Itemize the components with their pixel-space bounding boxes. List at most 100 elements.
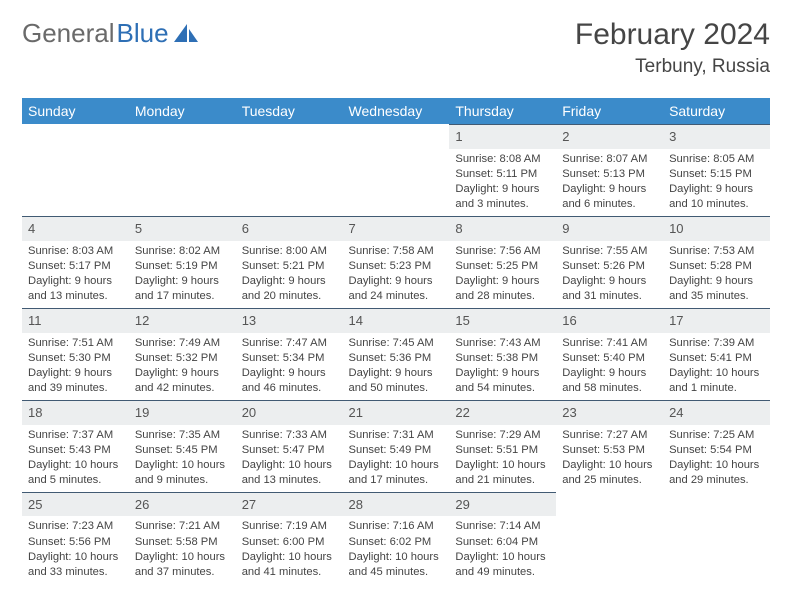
day-cell: 15Sunrise: 7:43 AMSunset: 5:38 PMDayligh… — [449, 308, 556, 400]
day-number: 23 — [556, 400, 663, 425]
day-cell: 2Sunrise: 8:07 AMSunset: 5:13 PMDaylight… — [556, 124, 663, 216]
day-cell: 5Sunrise: 8:02 AMSunset: 5:19 PMDaylight… — [129, 216, 236, 308]
day-details: Sunrise: 7:21 AMSunset: 5:58 PMDaylight:… — [129, 516, 236, 583]
column-header: Wednesday — [343, 98, 450, 124]
day-number: 9 — [556, 216, 663, 241]
day-cell: 13Sunrise: 7:47 AMSunset: 5:34 PMDayligh… — [236, 308, 343, 400]
day-cell — [22, 124, 129, 216]
day-cell: 1Sunrise: 8:08 AMSunset: 5:11 PMDaylight… — [449, 124, 556, 216]
column-header: Tuesday — [236, 98, 343, 124]
day-details: Sunrise: 8:07 AMSunset: 5:13 PMDaylight:… — [556, 149, 663, 216]
day-cell: 6Sunrise: 8:00 AMSunset: 5:21 PMDaylight… — [236, 216, 343, 308]
day-number: 14 — [343, 308, 450, 333]
day-cell: 14Sunrise: 7:45 AMSunset: 5:36 PMDayligh… — [343, 308, 450, 400]
day-details: Sunrise: 7:37 AMSunset: 5:43 PMDaylight:… — [22, 425, 129, 492]
logo: GeneralBlue — [22, 18, 200, 49]
day-number: 2 — [556, 124, 663, 149]
day-number: 28 — [343, 492, 450, 517]
table-row: 25Sunrise: 7:23 AMSunset: 5:56 PMDayligh… — [22, 492, 770, 584]
day-number: 12 — [129, 308, 236, 333]
day-cell: 17Sunrise: 7:39 AMSunset: 5:41 PMDayligh… — [663, 308, 770, 400]
day-cell: 20Sunrise: 7:33 AMSunset: 5:47 PMDayligh… — [236, 400, 343, 492]
day-number: 24 — [663, 400, 770, 425]
day-cell — [129, 124, 236, 216]
day-cell — [236, 124, 343, 216]
day-cell — [343, 124, 450, 216]
page-title: February 2024 — [575, 18, 770, 52]
day-cell: 9Sunrise: 7:55 AMSunset: 5:26 PMDaylight… — [556, 216, 663, 308]
location: Terbuny, Russia — [575, 56, 770, 78]
day-details: Sunrise: 7:31 AMSunset: 5:49 PMDaylight:… — [343, 425, 450, 492]
day-number: 17 — [663, 308, 770, 333]
day-cell: 22Sunrise: 7:29 AMSunset: 5:51 PMDayligh… — [449, 400, 556, 492]
column-header: Sunday — [22, 98, 129, 124]
day-number: 3 — [663, 124, 770, 149]
day-cell: 26Sunrise: 7:21 AMSunset: 5:58 PMDayligh… — [129, 492, 236, 584]
day-details: Sunrise: 8:03 AMSunset: 5:17 PMDaylight:… — [22, 241, 129, 308]
day-number: 20 — [236, 400, 343, 425]
day-details: Sunrise: 7:41 AMSunset: 5:40 PMDaylight:… — [556, 333, 663, 400]
day-cell: 10Sunrise: 7:53 AMSunset: 5:28 PMDayligh… — [663, 216, 770, 308]
day-number: 1 — [449, 124, 556, 149]
day-details: Sunrise: 7:45 AMSunset: 5:36 PMDaylight:… — [343, 333, 450, 400]
day-number: 10 — [663, 216, 770, 241]
day-number: 21 — [343, 400, 450, 425]
day-details: Sunrise: 7:53 AMSunset: 5:28 PMDaylight:… — [663, 241, 770, 308]
day-number: 5 — [129, 216, 236, 241]
day-number: 27 — [236, 492, 343, 517]
day-number: 7 — [343, 216, 450, 241]
day-cell: 8Sunrise: 7:56 AMSunset: 5:25 PMDaylight… — [449, 216, 556, 308]
day-number: 13 — [236, 308, 343, 333]
table-row: 18Sunrise: 7:37 AMSunset: 5:43 PMDayligh… — [22, 400, 770, 492]
day-details: Sunrise: 7:35 AMSunset: 5:45 PMDaylight:… — [129, 425, 236, 492]
day-number: 19 — [129, 400, 236, 425]
day-number: 15 — [449, 308, 556, 333]
day-cell: 28Sunrise: 7:16 AMSunset: 6:02 PMDayligh… — [343, 492, 450, 584]
day-details: Sunrise: 7:25 AMSunset: 5:54 PMDaylight:… — [663, 425, 770, 492]
day-details: Sunrise: 7:43 AMSunset: 5:38 PMDaylight:… — [449, 333, 556, 400]
day-details: Sunrise: 8:05 AMSunset: 5:15 PMDaylight:… — [663, 149, 770, 216]
calendar-table: SundayMondayTuesdayWednesdayThursdayFrid… — [22, 98, 770, 584]
column-header: Friday — [556, 98, 663, 124]
day-cell: 24Sunrise: 7:25 AMSunset: 5:54 PMDayligh… — [663, 400, 770, 492]
table-row: 1Sunrise: 8:08 AMSunset: 5:11 PMDaylight… — [22, 124, 770, 216]
day-cell: 29Sunrise: 7:14 AMSunset: 6:04 PMDayligh… — [449, 492, 556, 584]
day-cell: 11Sunrise: 7:51 AMSunset: 5:30 PMDayligh… — [22, 308, 129, 400]
day-cell — [556, 492, 663, 584]
day-details: Sunrise: 7:56 AMSunset: 5:25 PMDaylight:… — [449, 241, 556, 308]
day-cell: 27Sunrise: 7:19 AMSunset: 6:00 PMDayligh… — [236, 492, 343, 584]
day-details: Sunrise: 8:08 AMSunset: 5:11 PMDaylight:… — [449, 149, 556, 216]
day-number: 11 — [22, 308, 129, 333]
day-cell: 16Sunrise: 7:41 AMSunset: 5:40 PMDayligh… — [556, 308, 663, 400]
day-cell: 21Sunrise: 7:31 AMSunset: 5:49 PMDayligh… — [343, 400, 450, 492]
column-header: Saturday — [663, 98, 770, 124]
day-number: 18 — [22, 400, 129, 425]
day-number: 25 — [22, 492, 129, 517]
day-cell: 19Sunrise: 7:35 AMSunset: 5:45 PMDayligh… — [129, 400, 236, 492]
day-cell: 7Sunrise: 7:58 AMSunset: 5:23 PMDaylight… — [343, 216, 450, 308]
day-number: 6 — [236, 216, 343, 241]
day-cell: 18Sunrise: 7:37 AMSunset: 5:43 PMDayligh… — [22, 400, 129, 492]
day-details: Sunrise: 7:39 AMSunset: 5:41 PMDaylight:… — [663, 333, 770, 400]
day-details: Sunrise: 8:00 AMSunset: 5:21 PMDaylight:… — [236, 241, 343, 308]
day-cell: 12Sunrise: 7:49 AMSunset: 5:32 PMDayligh… — [129, 308, 236, 400]
day-cell: 25Sunrise: 7:23 AMSunset: 5:56 PMDayligh… — [22, 492, 129, 584]
day-number: 29 — [449, 492, 556, 517]
day-number: 22 — [449, 400, 556, 425]
day-details: Sunrise: 7:29 AMSunset: 5:51 PMDaylight:… — [449, 425, 556, 492]
logo-text-2: Blue — [117, 18, 169, 49]
day-details: Sunrise: 7:14 AMSunset: 6:04 PMDaylight:… — [449, 516, 556, 583]
table-row: 11Sunrise: 7:51 AMSunset: 5:30 PMDayligh… — [22, 308, 770, 400]
day-details: Sunrise: 7:33 AMSunset: 5:47 PMDaylight:… — [236, 425, 343, 492]
logo-text-1: General — [22, 18, 115, 49]
day-cell: 4Sunrise: 8:03 AMSunset: 5:17 PMDaylight… — [22, 216, 129, 308]
day-details: Sunrise: 7:16 AMSunset: 6:02 PMDaylight:… — [343, 516, 450, 583]
day-number: 4 — [22, 216, 129, 241]
day-number: 26 — [129, 492, 236, 517]
table-row: 4Sunrise: 8:03 AMSunset: 5:17 PMDaylight… — [22, 216, 770, 308]
day-details: Sunrise: 7:58 AMSunset: 5:23 PMDaylight:… — [343, 241, 450, 308]
day-cell — [663, 492, 770, 584]
day-details: Sunrise: 8:02 AMSunset: 5:19 PMDaylight:… — [129, 241, 236, 308]
day-cell: 23Sunrise: 7:27 AMSunset: 5:53 PMDayligh… — [556, 400, 663, 492]
day-cell: 3Sunrise: 8:05 AMSunset: 5:15 PMDaylight… — [663, 124, 770, 216]
